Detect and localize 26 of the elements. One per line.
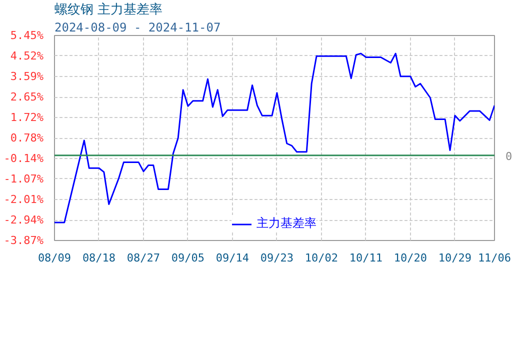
y-tick-label: 5.45% [10,29,44,42]
x-tick-label: 08/27 [126,252,160,264]
x-tick-label: 09/23 [260,252,294,264]
x-tick-label: 10/20 [394,252,428,264]
x-tick-label: 09/14 [216,252,250,264]
y-tick-label: -3.87% [4,234,44,247]
x-tick-label: 08/09 [38,252,72,264]
x-tick-label: 10/02 [304,252,338,264]
y-tick-label: -2.94% [4,214,44,227]
ref-line-label: 0 [506,150,512,163]
legend-label: 主力基差率 [256,215,316,232]
chart-subtitle: 2024-08-09 - 2024-11-07 [54,20,221,34]
y-tick-label: 0.78% [10,132,44,145]
chart-title: 螺纹钢 主力基差率 [54,2,163,18]
y-tick-label: -0.14% [4,152,44,165]
x-tick-label: 10/11 [349,252,383,264]
y-tick-label: 3.59% [10,70,44,83]
x-tick-label: 08/18 [82,252,116,264]
x-tick-label: 09/05 [171,252,205,264]
y-tick-label: -1.07% [4,172,44,186]
y-tick-label: 1.72% [10,111,44,124]
y-tick-label: 2.65% [10,90,44,104]
x-tick-label: 11/06 [478,252,512,264]
y-tick-label: -2.01% [4,193,44,206]
x-tick-label: 10/29 [438,252,472,264]
y-tick-label: 4.52% [10,49,44,62]
